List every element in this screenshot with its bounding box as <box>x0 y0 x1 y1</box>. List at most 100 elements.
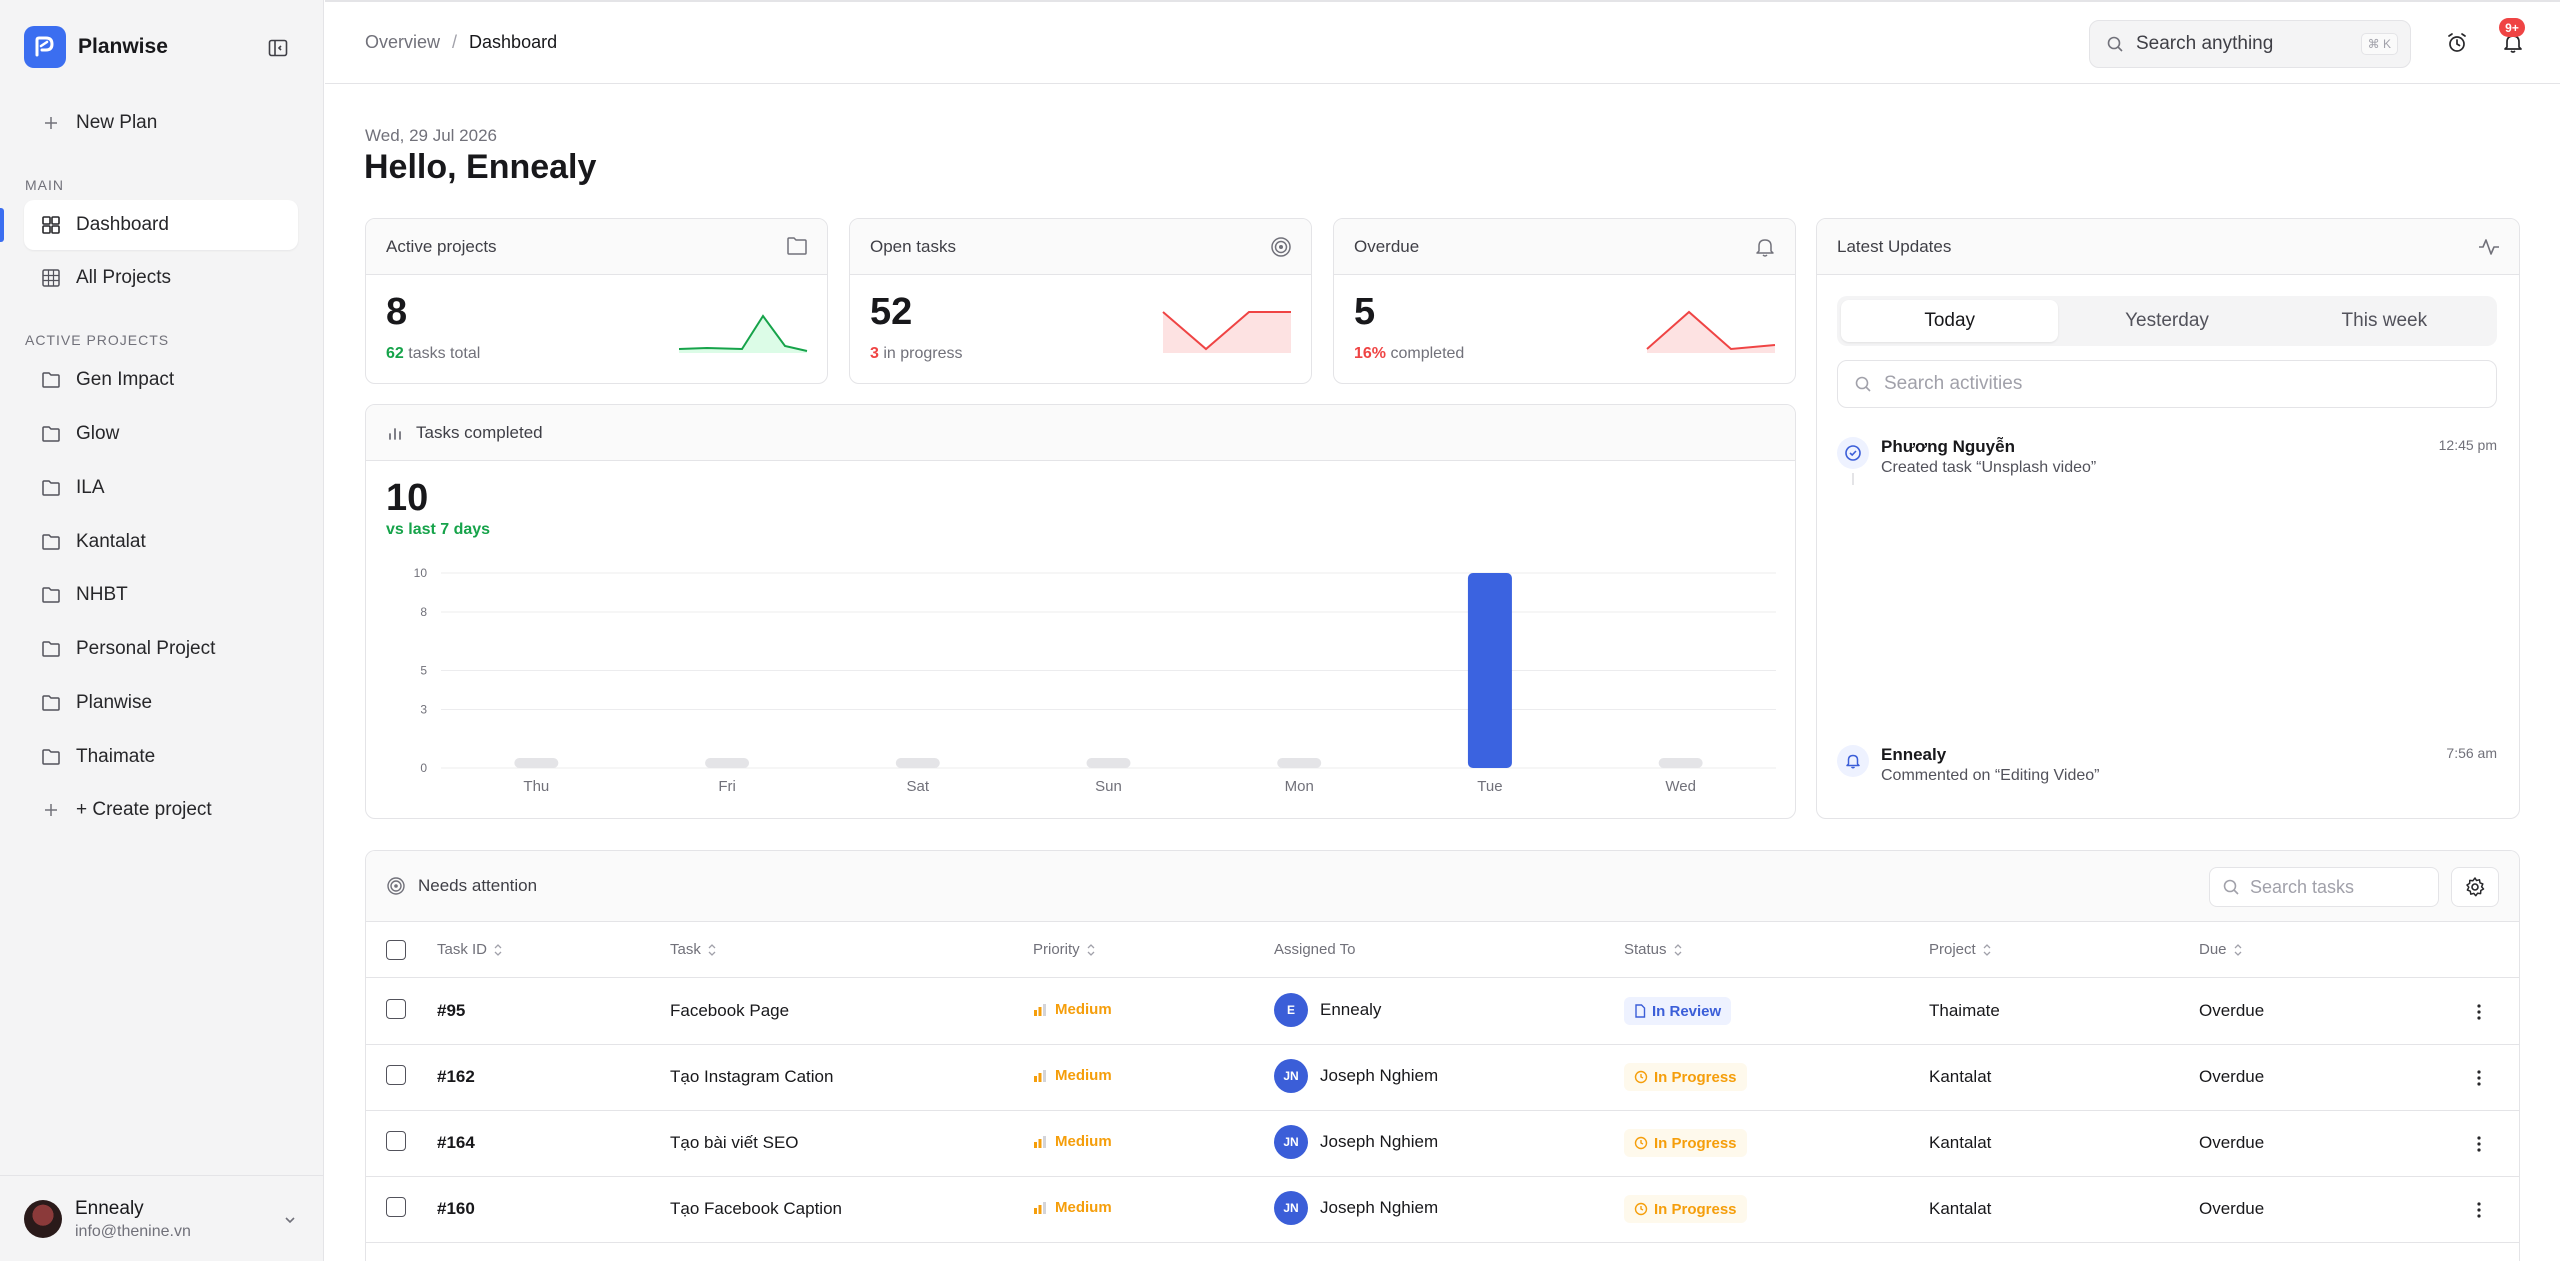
task-name[interactable]: Tạo bài viết SEO <box>670 1133 799 1152</box>
task-name[interactable]: Tạo Facebook Caption <box>670 1199 842 1218</box>
alarm-clock-icon[interactable] <box>2442 28 2472 58</box>
task-name[interactable]: Facebook Page <box>670 1001 790 1020</box>
row-checkbox[interactable] <box>386 1065 406 1085</box>
column-header[interactable]: Due <box>2199 941 2243 958</box>
more-vertical-icon[interactable] <box>2469 1001 2489 1023</box>
bar <box>705 758 750 768</box>
current-date: Wed, 29 Jul 2026 <box>365 126 497 145</box>
card-title: Needs attention <box>418 876 538 895</box>
row-checkbox[interactable] <box>386 1131 406 1151</box>
sidebar-item-project[interactable]: Personal Project <box>24 624 298 674</box>
sidebar-item-project[interactable]: NHBT <box>24 570 298 620</box>
activities-search-input[interactable]: Search activities <box>1837 360 2497 408</box>
table-settings-button[interactable] <box>2451 867 2499 907</box>
card-header: Active projects <box>366 219 827 275</box>
active-marker <box>0 208 4 242</box>
column-header[interactable]: Task <box>670 941 717 958</box>
task-name[interactable]: Tạo Instagram Cation <box>670 1067 834 1086</box>
status-badge: In Review <box>1624 997 1732 1025</box>
x-tick-label: Tue <box>1477 778 1502 795</box>
column-header[interactable]: Priority <box>1033 941 1096 958</box>
table-row[interactable]: #95 Facebook Page Medium E Ennealy In Rev… <box>366 979 2519 1045</box>
assignee-name: Joseph Nghiem <box>1320 1132 1439 1151</box>
task-id[interactable]: #164 <box>437 1133 475 1152</box>
table-row[interactable]: #160 Tạo Facebook Caption Medium JN Josep… <box>366 1177 2519 1243</box>
user-name: Ennealy <box>75 1198 144 1219</box>
task-id[interactable]: #95 <box>437 1001 466 1020</box>
folder-icon <box>40 369 62 391</box>
stat-card-overdue[interactable]: Overdue 5 16% completed <box>1333 218 1796 384</box>
activity-time: 12:45 pm <box>2438 437 2497 453</box>
task-search-input[interactable]: Search tasks <box>2209 867 2439 907</box>
select-all-checkbox[interactable] <box>386 940 406 960</box>
stat-sub-label: tasks total <box>408 345 481 362</box>
sidebar-collapse-icon[interactable] <box>264 34 292 62</box>
row-checkbox[interactable] <box>386 1197 406 1217</box>
y-tick-label: 10 <box>414 566 428 580</box>
row-checkbox[interactable] <box>386 999 406 1019</box>
table-row[interactable]: #164 Tạo bài viết SEO Medium JN Joseph Ng… <box>366 1111 2519 1177</box>
stat-card-active-projects[interactable]: Active projects 8 62 tasks total <box>365 218 828 384</box>
sidebar-item-project[interactable]: Gen Impact <box>24 355 298 405</box>
priority-bars-icon <box>1033 1201 1047 1215</box>
x-tick-label: Sat <box>907 778 930 795</box>
breadcrumb-separator: / <box>452 32 458 52</box>
more-vertical-icon[interactable] <box>2469 1199 2489 1221</box>
stat-card-open-tasks[interactable]: Open tasks 52 3 in progress <box>849 218 1312 384</box>
breadcrumb-overview[interactable]: Overview <box>365 32 441 52</box>
plus-icon <box>40 112 62 134</box>
more-vertical-icon[interactable] <box>2469 1133 2489 1155</box>
avatar: JN <box>1274 1059 1308 1093</box>
sparkline-red <box>1646 310 1776 353</box>
search-icon <box>2222 878 2240 896</box>
priority-label: Medium <box>1055 1067 1112 1084</box>
app-name: Planwise <box>78 35 168 58</box>
column-header[interactable]: Project <box>1929 941 1992 958</box>
target-icon <box>386 876 406 896</box>
task-id[interactable]: #162 <box>437 1067 475 1086</box>
bell-icon <box>1753 235 1777 259</box>
avatar: JN <box>1274 1125 1308 1159</box>
sidebar-item-project[interactable]: Kantalat <box>24 517 298 567</box>
sidebar-item-project[interactable]: Thaimate <box>24 732 298 782</box>
brand[interactable]: Planwise <box>24 26 168 68</box>
column-header[interactable]: Task ID <box>437 941 503 958</box>
chevron-down-icon[interactable] <box>280 1210 300 1230</box>
status-badge: In Progress <box>1624 1129 1747 1157</box>
sidebar-item-project[interactable]: Planwise <box>24 678 298 728</box>
gear-icon <box>2464 876 2486 898</box>
tab-today[interactable]: Today <box>1841 300 2059 342</box>
tab-yesterday[interactable]: Yesterday <box>2125 310 2209 331</box>
status-label: In Progress <box>1654 1134 1737 1152</box>
bar <box>1277 758 1322 768</box>
table-row[interactable]: #162 Tạo Instagram Cation Medium JN Josep… <box>366 1045 2519 1111</box>
card-title: Latest Updates <box>1837 236 1952 256</box>
sidebar-item-label: All Projects <box>76 267 172 288</box>
sidebar-item-label: Gen Impact <box>76 369 175 390</box>
folder-icon <box>40 746 62 768</box>
create-project-label: + Create project <box>76 799 212 820</box>
project-name: Kantalat <box>1929 1067 1992 1086</box>
clock-icon <box>1634 1202 1648 1216</box>
sidebar-item-dashboard[interactable]: Dashboard <box>24 200 298 250</box>
assignee-name: Joseph Nghiem <box>1320 1066 1439 1085</box>
task-id[interactable]: #160 <box>437 1199 475 1218</box>
user-menu[interactable]: Ennealy info@thenine.vn <box>0 1175 324 1261</box>
target-icon <box>1269 235 1293 259</box>
sidebar-item-project[interactable]: ILA <box>24 463 298 513</box>
more-vertical-icon[interactable] <box>2469 1067 2489 1089</box>
priority-badge: Medium <box>1033 1199 1112 1216</box>
notification-badge: 9+ <box>2499 18 2525 37</box>
search-placeholder: Search tasks <box>2250 876 2355 897</box>
y-tick-label: 3 <box>420 703 427 717</box>
create-project-button[interactable]: + Create project <box>24 785 298 835</box>
sidebar-item-project[interactable]: Glow <box>24 409 298 459</box>
global-search-input[interactable]: Search anything ⌘ K <box>2089 20 2411 68</box>
check-circle-icon <box>1837 437 1869 469</box>
column-header[interactable]: Assigned To <box>1274 941 1355 958</box>
sidebar-item-label: Planwise <box>76 692 153 713</box>
tab-this-week[interactable]: This week <box>2341 310 2428 331</box>
column-header[interactable]: Status <box>1624 941 1683 958</box>
new-plan-button[interactable]: New Plan <box>24 98 298 148</box>
sidebar-item-all-projects[interactable]: All Projects <box>24 253 298 303</box>
